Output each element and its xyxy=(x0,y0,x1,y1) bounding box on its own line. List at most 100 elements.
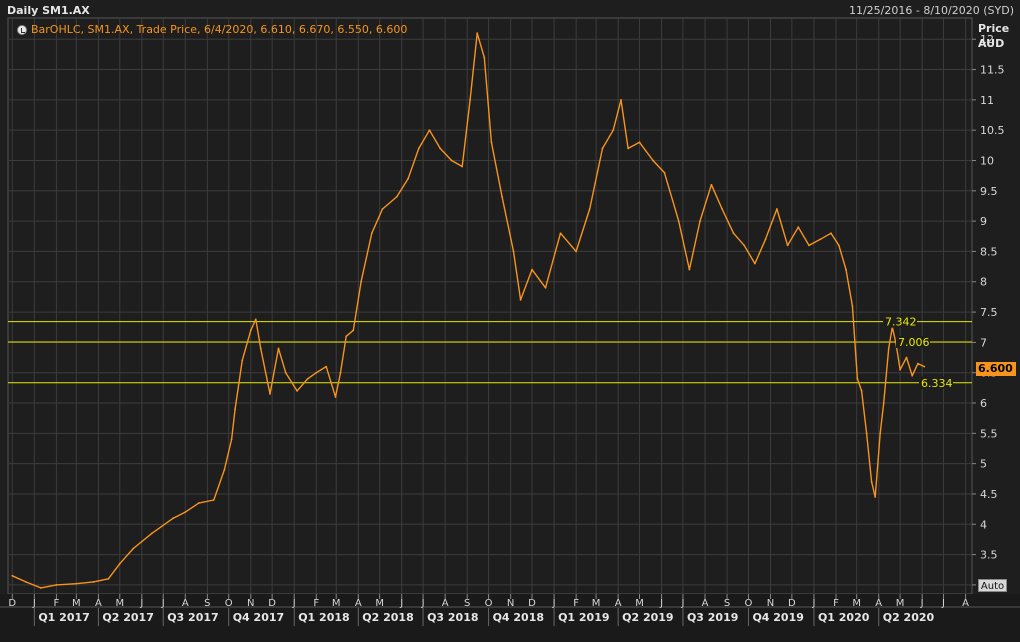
price-point xyxy=(882,402,885,404)
price-point xyxy=(39,587,42,589)
x-month-label: F xyxy=(833,598,839,609)
x-month-label: D xyxy=(528,598,536,609)
price-point xyxy=(559,232,562,235)
price-point xyxy=(732,232,735,235)
x-month-label: J xyxy=(421,598,425,609)
x-month-label: M xyxy=(72,598,81,609)
y-tick-label: 10.5 xyxy=(980,124,1005,137)
price-point xyxy=(24,580,27,583)
price-point xyxy=(254,318,257,321)
price-point xyxy=(652,159,654,162)
x-month-label: M xyxy=(592,598,601,609)
price-point xyxy=(315,371,318,374)
x-month-label: J xyxy=(552,598,556,609)
price-point xyxy=(797,226,800,229)
y-axis-title: Price xyxy=(978,22,1010,35)
series-legend[interactable]: BarOHLC, SM1.AX, Trade Price, 6/4/2020, … xyxy=(17,23,407,36)
x-month-label: M xyxy=(635,598,644,609)
x-month-label: A xyxy=(355,598,362,609)
price-point xyxy=(325,365,328,368)
x-month-label: A xyxy=(875,598,882,609)
price-point xyxy=(512,250,515,253)
chart-title: Daily SM1.AX xyxy=(7,4,90,17)
price-point xyxy=(469,98,471,101)
price-point xyxy=(899,368,901,371)
price-point xyxy=(620,98,622,101)
x-month-label: D xyxy=(8,598,16,609)
price-point xyxy=(259,347,262,350)
x-axis-band xyxy=(0,594,1020,642)
price-point xyxy=(575,250,578,253)
price-point xyxy=(395,195,398,198)
x-quarter-label: Q4 2019 xyxy=(752,611,803,624)
price-point xyxy=(764,238,767,241)
auto-scale-button[interactable]: Auto xyxy=(978,579,1007,592)
y-tick-label: 5 xyxy=(980,458,987,471)
price-point xyxy=(118,562,121,565)
x-month-label: A xyxy=(182,598,189,609)
price-point xyxy=(638,141,641,144)
price-point xyxy=(249,329,252,332)
x-quarter-label: Q1 2018 xyxy=(298,611,349,624)
price-point xyxy=(808,244,810,247)
y-tick-label: 6 xyxy=(980,397,987,410)
price-point xyxy=(588,208,591,210)
price-point xyxy=(688,268,691,271)
y-tick-label: 8.5 xyxy=(980,245,998,258)
y-axis-unit: AUD xyxy=(978,37,1005,50)
y-tick-label: 3.5 xyxy=(980,549,998,562)
chart-settings-icon[interactable] xyxy=(17,24,27,35)
y-tick-label: 7 xyxy=(980,336,987,349)
x-quarter-label: Q2 2019 xyxy=(622,611,673,624)
price-point xyxy=(710,183,713,186)
price-point xyxy=(345,335,348,338)
price-point xyxy=(234,408,237,410)
reference-label-bg xyxy=(896,336,930,349)
price-point xyxy=(721,208,724,210)
y-tick-label: 7.5 xyxy=(980,306,998,319)
x-month-label: F xyxy=(573,598,579,609)
x-month-label: S xyxy=(464,598,470,609)
price-point xyxy=(55,584,58,586)
price-point xyxy=(241,359,244,362)
x-quarter-label: Q1 2020 xyxy=(818,611,870,624)
price-point xyxy=(905,356,908,359)
price-point xyxy=(476,32,479,35)
x-quarter-label: Q2 2017 xyxy=(102,611,153,624)
price-point xyxy=(830,232,832,235)
x-month-label: J xyxy=(399,598,403,609)
reference-line-label: 7.342 xyxy=(885,316,917,329)
price-point xyxy=(627,147,630,150)
price-point xyxy=(819,238,822,241)
x-quarter-label: Q4 2017 xyxy=(233,611,284,624)
price-point xyxy=(381,208,384,210)
price-point xyxy=(501,195,504,198)
price-point xyxy=(856,377,859,380)
price-point xyxy=(75,582,78,585)
x-quarter-label: Q3 2018 xyxy=(427,611,478,624)
y-tick-label: 8 xyxy=(980,276,987,289)
x-month-label: M xyxy=(332,598,341,609)
x-month-label: F xyxy=(313,598,319,609)
x-quarter-label: Q2 2018 xyxy=(362,611,413,624)
x-quarter-label: Q1 2017 xyxy=(38,611,89,624)
price-point xyxy=(911,374,914,377)
price-point xyxy=(677,220,680,223)
price-point xyxy=(519,299,522,301)
price-point xyxy=(870,480,873,483)
x-month-label: N xyxy=(507,598,514,609)
x-month-label: A xyxy=(702,598,709,609)
x-month-label: D xyxy=(268,598,276,609)
price-point xyxy=(370,232,373,235)
price-point xyxy=(360,280,363,283)
price-point xyxy=(786,244,789,247)
price-point xyxy=(334,396,337,398)
x-month-label: O xyxy=(485,598,493,609)
x-quarter-label: Q2 2020 xyxy=(883,611,935,624)
y-tick-label: 10 xyxy=(980,154,994,167)
price-point xyxy=(887,347,890,350)
x-month-label: S xyxy=(204,598,210,609)
x-month-label: J xyxy=(680,598,684,609)
price-point xyxy=(845,268,847,271)
